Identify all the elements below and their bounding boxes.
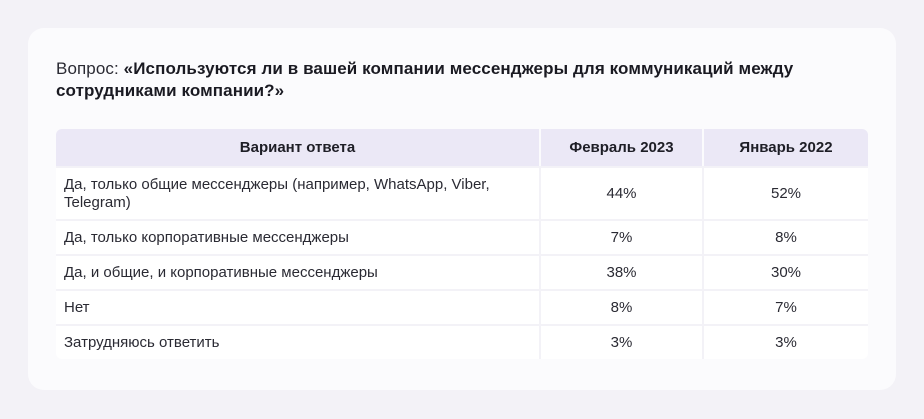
cell-jan-2022: 30% [704,254,868,289]
question-prefix: Вопрос: [56,59,124,78]
cell-jan-2022: 3% [704,324,868,359]
question-text: «Используются ли в вашей компании мессен… [56,59,794,100]
table-row: Нет 8% 7% [56,289,868,324]
survey-card: Вопрос: «Используются ли в вашей компани… [28,28,896,390]
cell-jan-2022: 52% [704,166,868,219]
cell-feb-2023: 8% [541,289,704,324]
row-label: Нет [56,289,541,324]
column-header-answer: Вариант ответа [56,129,541,166]
table-header-row: Вариант ответа Февраль 2023 Январь 2022 [56,129,868,166]
cell-feb-2023: 3% [541,324,704,359]
cell-jan-2022: 7% [704,289,868,324]
table-row: Да, только корпоративные мессенджеры 7% … [56,219,868,254]
cell-jan-2022: 8% [704,219,868,254]
row-label: Да, только корпоративные мессенджеры [56,219,541,254]
table-row: Да, и общие, и корпоративные мессенджеры… [56,254,868,289]
row-label: Затрудняюсь ответить [56,324,541,359]
table-row: Да, только общие мессенджеры (например, … [56,166,868,219]
row-label: Да, и общие, и корпоративные мессенджеры [56,254,541,289]
table-row: Затрудняюсь ответить 3% 3% [56,324,868,359]
results-table-wrapper: Вариант ответа Февраль 2023 Январь 2022 … [56,129,868,359]
question-heading: Вопрос: «Используются ли в вашей компани… [56,58,856,102]
results-table: Вариант ответа Февраль 2023 Январь 2022 … [56,129,868,359]
column-header-jan-2022: Январь 2022 [704,129,868,166]
row-label: Да, только общие мессенджеры (например, … [56,166,541,219]
cell-feb-2023: 38% [541,254,704,289]
column-header-feb-2023: Февраль 2023 [541,129,704,166]
cell-feb-2023: 7% [541,219,704,254]
cell-feb-2023: 44% [541,166,704,219]
